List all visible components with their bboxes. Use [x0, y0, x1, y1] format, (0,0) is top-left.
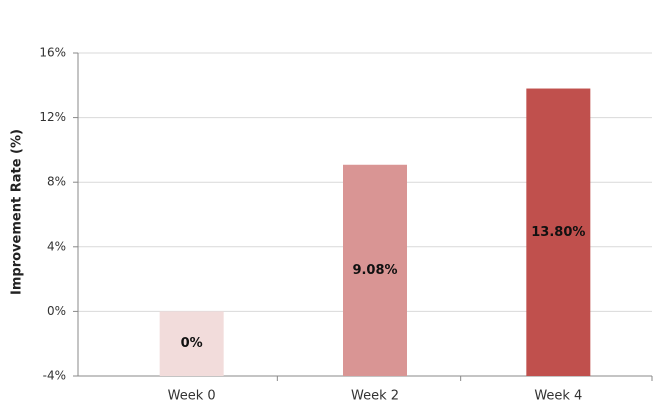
y-tick-label: 0%: [47, 304, 66, 318]
value-label: 9.08%: [352, 263, 397, 278]
y-tick-label: 8%: [47, 175, 66, 189]
y-axis-title: Improvement Rate (%): [10, 129, 25, 295]
bar: [159, 311, 224, 376]
x-tick-label: Week 2: [351, 389, 399, 404]
x-tick-label: Week 4: [534, 389, 582, 404]
y-tick-label: 4%: [47, 239, 66, 253]
value-label: 13.80%: [531, 225, 585, 240]
y-tick-label: 16%: [39, 46, 66, 60]
bar: [526, 88, 591, 376]
y-tick-label: 12%: [39, 110, 66, 124]
y-tick-label: -4%: [43, 369, 66, 383]
bar: [343, 164, 407, 376]
value-label: 0%: [181, 336, 203, 351]
x-tick-label: Week 0: [168, 389, 216, 404]
